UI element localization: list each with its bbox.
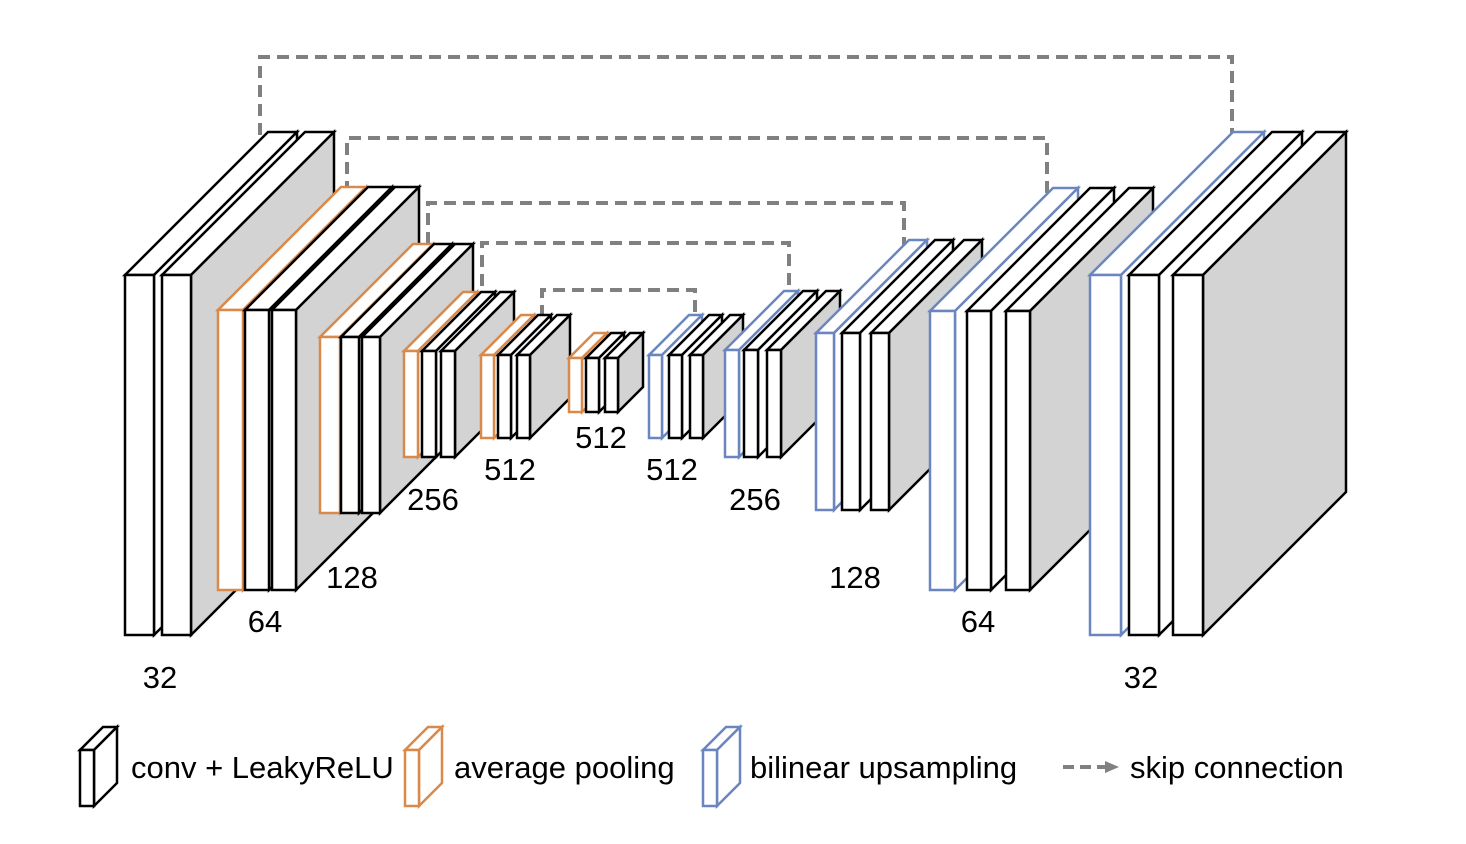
- conv-slab: [601, 329, 647, 416]
- legend-label-pool: average pooling: [454, 750, 675, 785]
- channel-labels: 32 64 128 256 512 512 512 256 128 64 32: [143, 420, 1158, 695]
- channel-label-dec-256: 256: [729, 482, 781, 517]
- channel-label-dec-512: 512: [646, 452, 698, 487]
- skip-connections: [258, 55, 1237, 336]
- legend-label-upsample: bilinear upsampling: [750, 750, 1017, 785]
- block-group-enc-512: [477, 311, 574, 442]
- conv-block-icon: [76, 723, 121, 810]
- skip-connection-arrow-512: [540, 288, 700, 336]
- block-group-enc-256: [400, 288, 518, 461]
- pool-block-icon: [401, 723, 446, 810]
- legend-label-skip: skip connection: [1130, 750, 1344, 785]
- skip-connection-arrow-256: [480, 241, 794, 316]
- skip-connection-arrow-32: [258, 55, 1237, 192]
- block-group-dec-32: [1086, 128, 1350, 639]
- channel-label-enc-64: 64: [248, 604, 282, 639]
- legend-item-conv: conv + LeakyReLU: [76, 723, 394, 810]
- channel-label-dec-128: 128: [829, 560, 881, 595]
- upsample-block-icon: [699, 723, 744, 810]
- legend-item-upsample: bilinear upsampling: [699, 723, 1017, 810]
- channel-label-enc-256: 256: [407, 482, 459, 517]
- channel-label-dec-64: 64: [961, 604, 995, 639]
- legend: conv + LeakyReLU average pooling bilinea: [76, 723, 1344, 810]
- legend-label-conv: conv + LeakyReLU: [131, 750, 394, 785]
- block-group-bottleneck: [565, 329, 647, 416]
- skip-connection-arrow-128: [426, 201, 909, 282]
- channel-label-enc-128: 128: [326, 560, 378, 595]
- channel-label-dec-32: 32: [1124, 660, 1158, 695]
- conv-slab: [1169, 128, 1350, 639]
- channel-label-bottleneck-512: 512: [575, 420, 627, 455]
- conv-slab: [513, 311, 574, 442]
- channel-label-enc-512: 512: [484, 452, 536, 487]
- channel-label-enc-32: 32: [143, 660, 177, 695]
- network-blocks: [121, 128, 1350, 639]
- legend-item-skip: skip connection: [1063, 750, 1344, 785]
- legend-item-pool: average pooling: [401, 723, 675, 810]
- skip-connection-arrow-64: [345, 136, 1052, 250]
